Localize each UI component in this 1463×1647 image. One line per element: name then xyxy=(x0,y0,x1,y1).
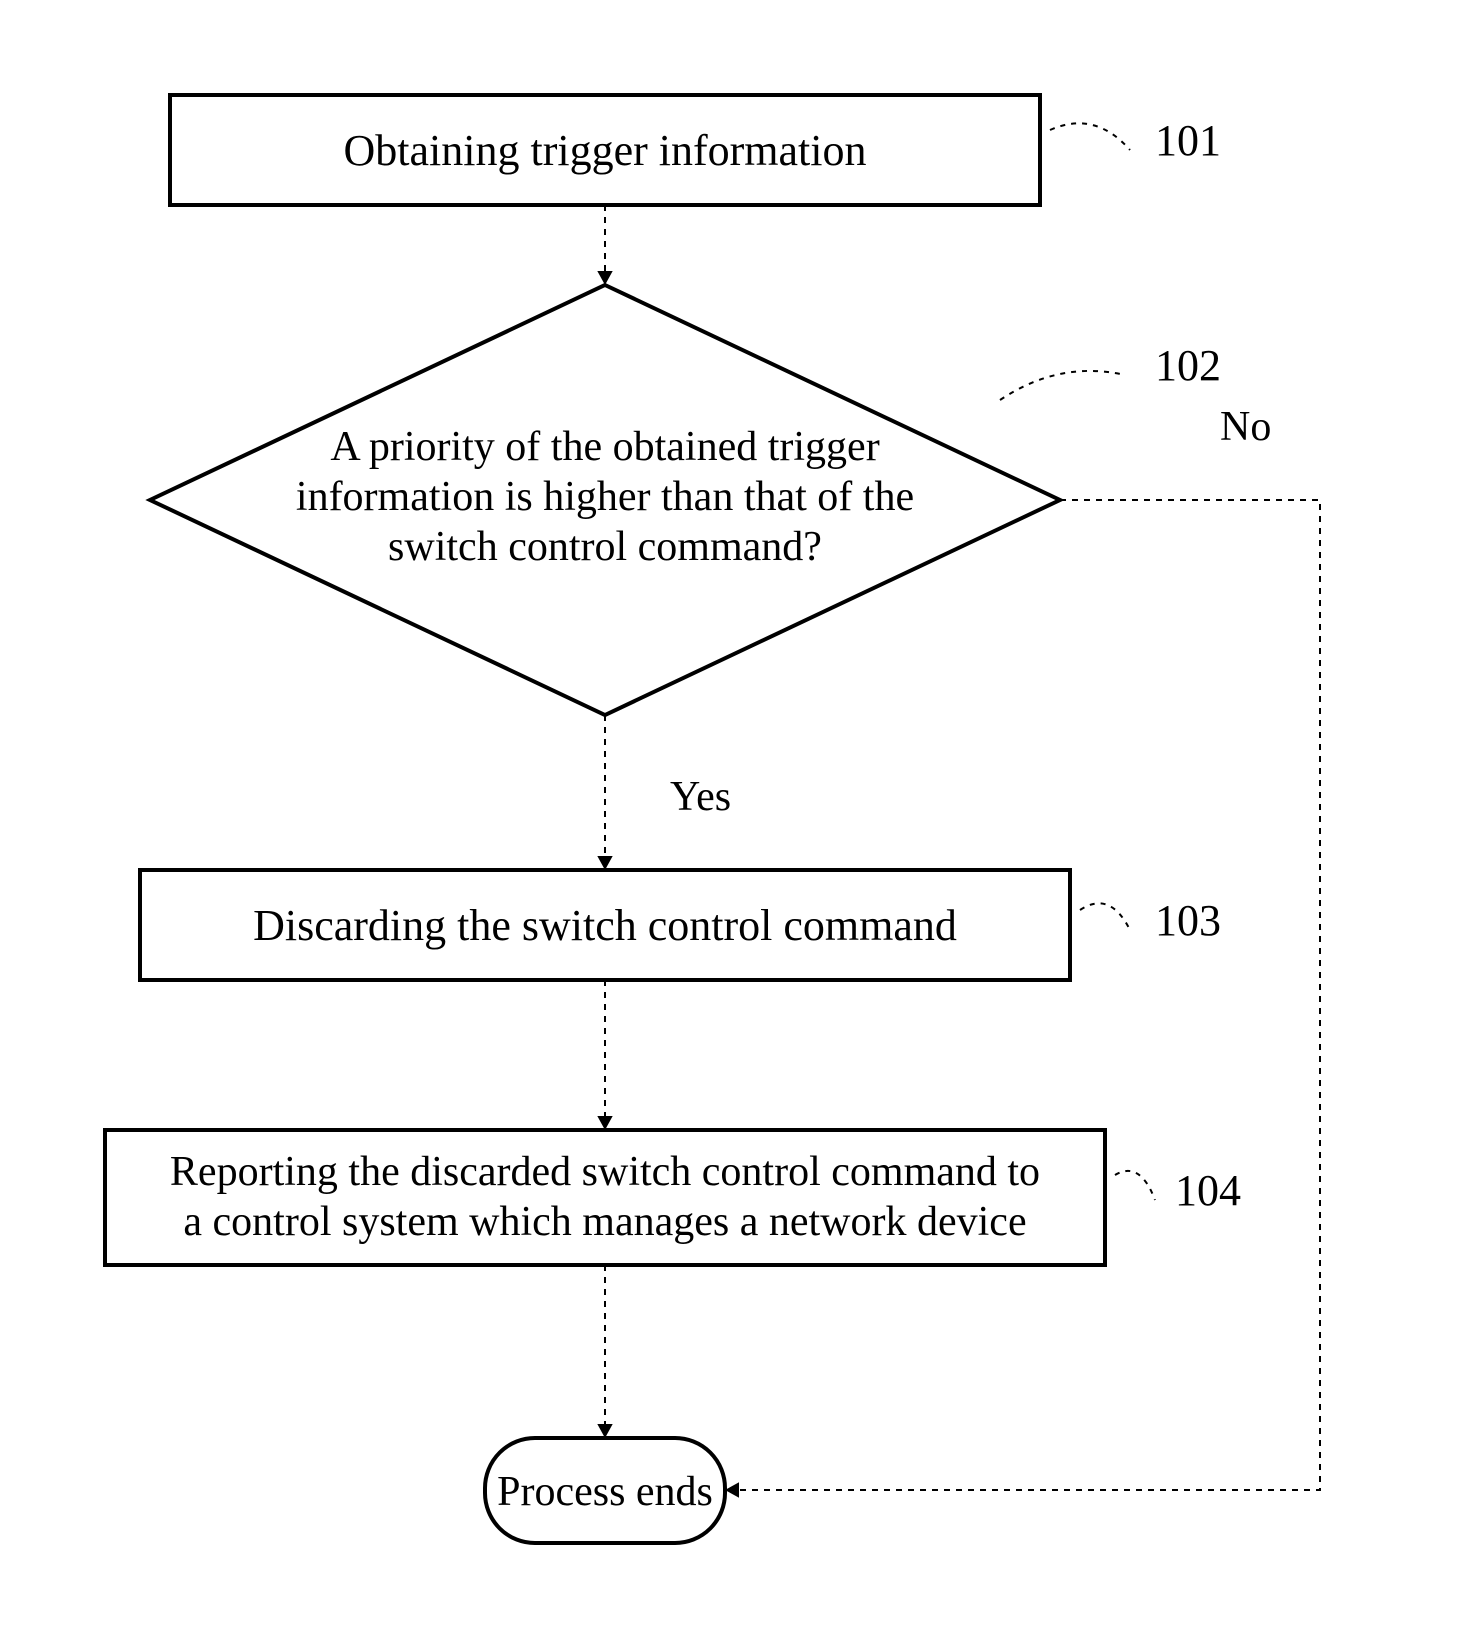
node-n104: Reporting the discarded switch control c… xyxy=(105,1130,1241,1265)
node-n101: Obtaining trigger information 101 xyxy=(170,95,1221,205)
node-n_end: Process ends xyxy=(485,1438,725,1543)
ref-label-104: 104 xyxy=(1175,1166,1241,1215)
edge-e1 xyxy=(597,205,612,285)
edge-label-e2_yes: Yes xyxy=(670,774,731,820)
ref-label-103: 103 xyxy=(1155,896,1221,945)
node-n103: Discarding the switch control command 103 xyxy=(140,870,1221,980)
edge-e2_yes: Yes xyxy=(597,715,731,870)
node-text-n102: A priority of the obtained triggerinform… xyxy=(296,424,914,570)
node-text-n103: Discarding the switch control command xyxy=(253,901,957,950)
node-text-n_end: Process ends xyxy=(497,1469,713,1515)
leader-line xyxy=(1080,903,1130,930)
arrow-head xyxy=(597,271,612,285)
leader-line xyxy=(1000,371,1125,400)
edge-line xyxy=(738,500,1320,1490)
arrow-head xyxy=(725,1482,739,1497)
edge-e4 xyxy=(597,1265,612,1438)
node-text-n101: Obtaining trigger information xyxy=(344,126,867,175)
arrow-head xyxy=(597,1424,612,1438)
ref-label-102: 102 xyxy=(1155,341,1221,390)
edge-label-e5_no: No xyxy=(1220,404,1271,450)
ref-label-101: 101 xyxy=(1155,116,1221,165)
arrow-head xyxy=(597,856,612,870)
leader-line xyxy=(1115,1171,1155,1200)
edge-e3 xyxy=(597,980,612,1130)
leader-line xyxy=(1050,123,1130,150)
arrow-head xyxy=(597,1116,612,1130)
